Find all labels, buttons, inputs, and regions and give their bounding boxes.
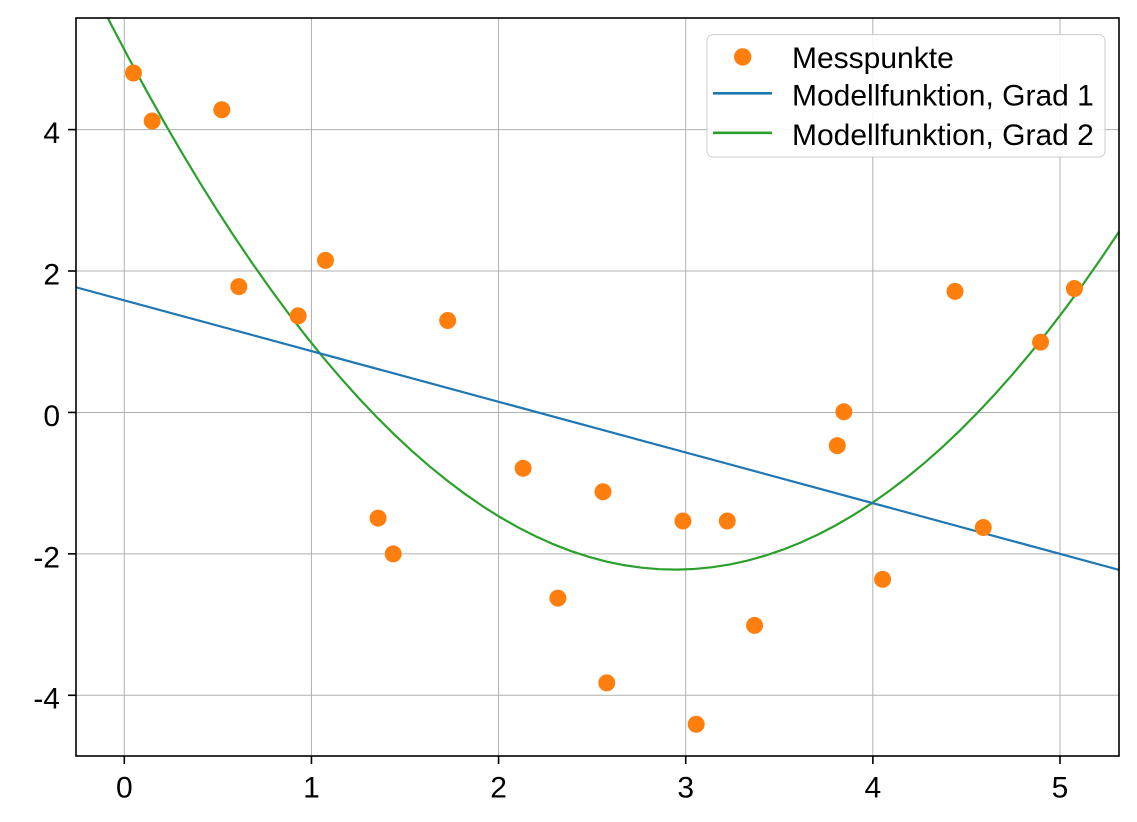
svg-text:Modellfunktion, Grad 1: Modellfunktion, Grad 1 (792, 80, 1094, 113)
svg-text:2: 2 (43, 259, 60, 292)
svg-text:0: 0 (43, 400, 60, 433)
svg-text:5: 5 (1052, 772, 1069, 805)
svg-text:4: 4 (43, 117, 60, 150)
svg-text:2: 2 (490, 772, 507, 805)
svg-text:4: 4 (865, 772, 882, 805)
svg-text:Messpunkte: Messpunkte (792, 42, 954, 75)
svg-text:0: 0 (116, 772, 133, 805)
svg-text:Modellfunktion, Grad 2: Modellfunktion, Grad 2 (792, 119, 1094, 152)
svg-text:-2: -2 (33, 541, 60, 574)
svg-text:1: 1 (303, 772, 320, 805)
svg-text:3: 3 (677, 772, 694, 805)
svg-text:-4: -4 (33, 683, 60, 716)
